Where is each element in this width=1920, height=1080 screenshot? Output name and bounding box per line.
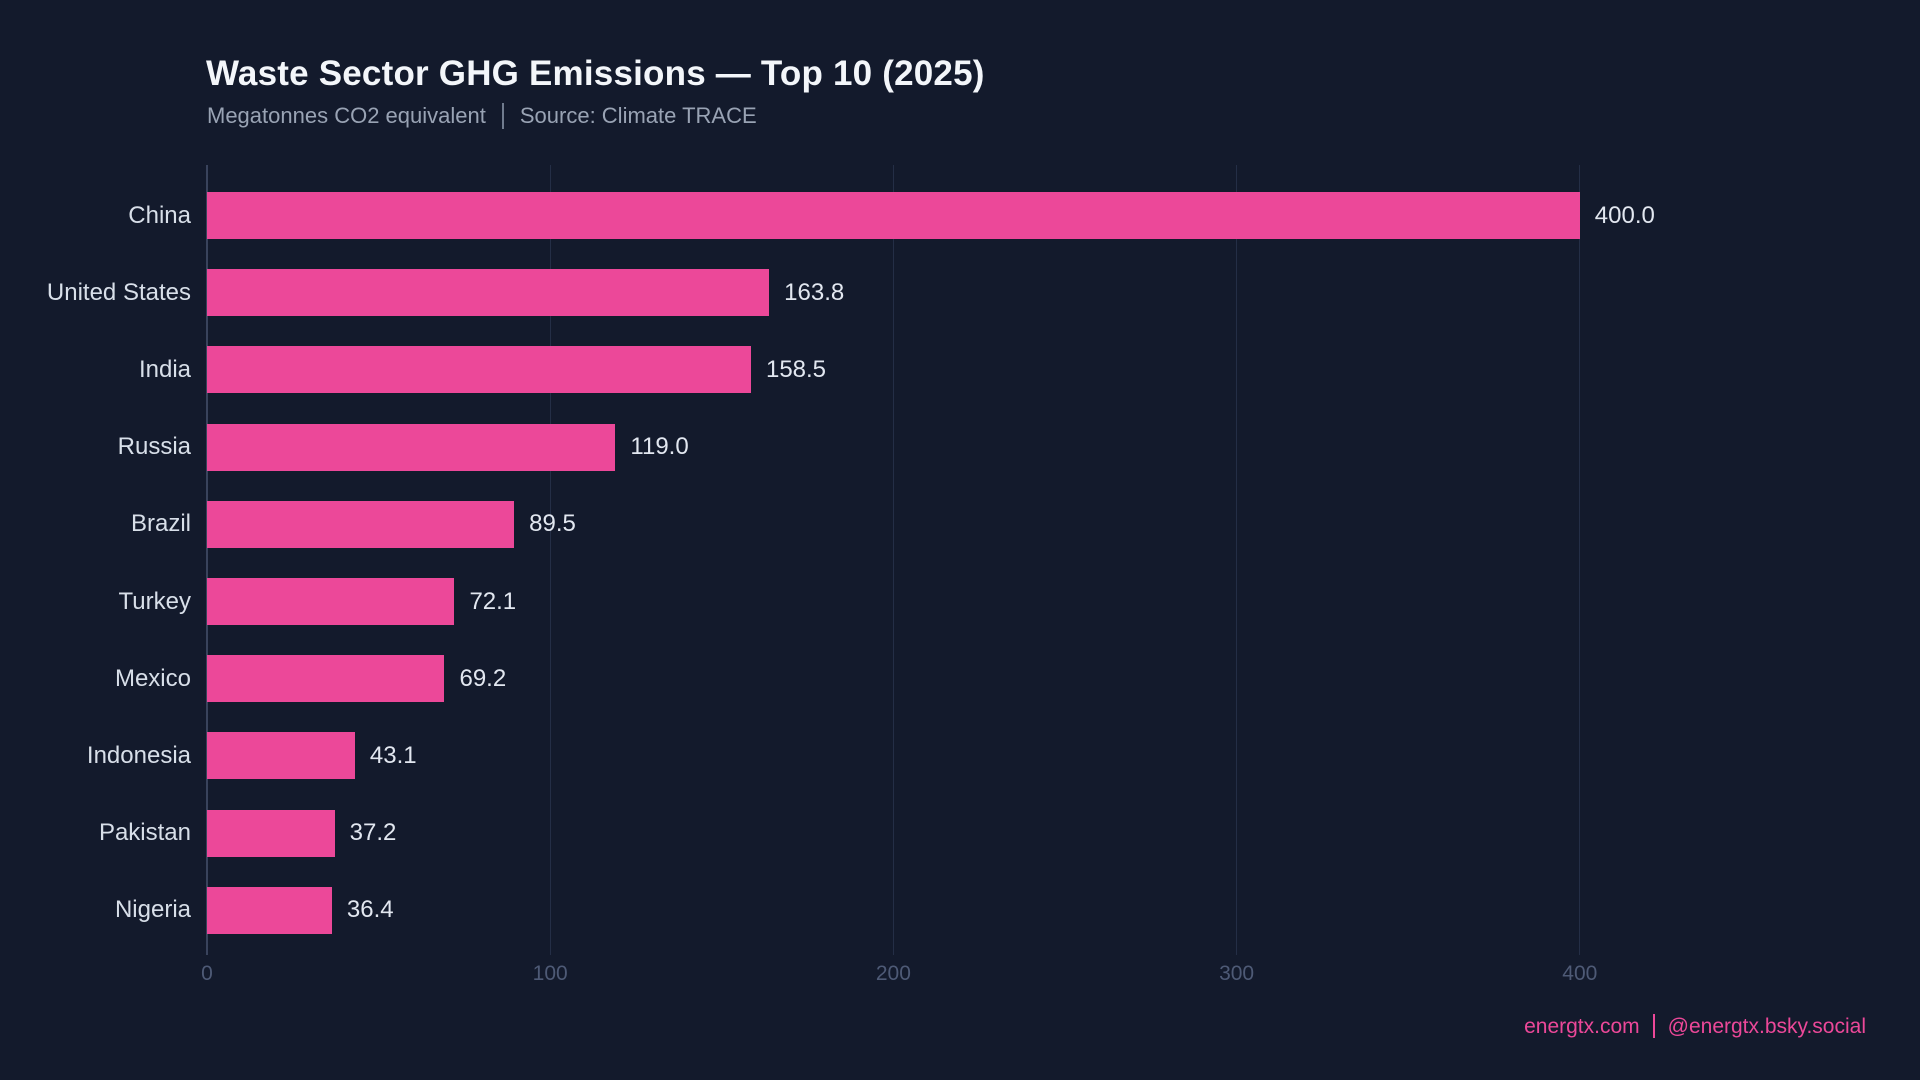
bar-india	[207, 346, 751, 394]
x-tick-label-0: 0	[201, 962, 213, 985]
subtitle-units: Megatonnes CO2 equivalent	[207, 103, 486, 128]
category-label-turkey: Turkey	[118, 587, 191, 615]
value-label-mexico: 69.2	[459, 664, 507, 692]
bar-united-states	[207, 269, 770, 317]
category-label-united-states: United States	[46, 278, 191, 306]
bar-russia	[207, 423, 616, 471]
category-label-brazil: Brazil	[130, 510, 191, 538]
bar-indonesia	[207, 732, 355, 780]
category-label-china: China	[128, 201, 191, 229]
x-tick-label-200: 200	[875, 962, 911, 985]
value-label-united-states: 163.8	[784, 278, 845, 306]
subtitle-source: Source: Climate TRACE	[519, 103, 757, 128]
category-label-indonesia: Indonesia	[86, 741, 191, 769]
bar-brazil	[207, 500, 515, 548]
footer: energtx.com @energtx.bsky.social	[1524, 1014, 1866, 1039]
bar-turkey	[207, 578, 455, 625]
bar-nigeria	[207, 886, 332, 934]
gridline-400	[1579, 165, 1581, 955]
value-label-russia: 119.0	[630, 433, 689, 461]
value-label-turkey: 72.1	[469, 587, 517, 615]
footer-handle: @energtx.bsky.social	[1667, 1015, 1866, 1038]
category-label-russia: Russia	[117, 433, 191, 461]
bar-pakistan	[207, 809, 335, 857]
chart-subtitle: Megatonnes CO2 equivalent Source: Climate…	[207, 103, 757, 129]
x-tick-label-300: 300	[1219, 962, 1255, 985]
chart-title: Waste Sector GHG Emissions — Top 10 (202…	[206, 54, 985, 93]
bar-china	[207, 192, 1580, 239]
value-label-brazil: 89.5	[529, 510, 576, 538]
footer-site: energtx.com	[1524, 1015, 1640, 1038]
category-label-india: India	[138, 355, 191, 383]
gridline-0	[206, 165, 208, 955]
value-label-india: 158.5	[765, 355, 827, 383]
gridline-300	[1236, 165, 1238, 955]
category-label-mexico: Mexico	[114, 664, 191, 692]
x-tick-label-100: 100	[532, 962, 568, 985]
value-label-china: 400.0	[1594, 201, 1655, 229]
value-label-pakistan: 37.2	[349, 819, 397, 847]
footer-separator-bar	[1652, 1014, 1655, 1038]
subtitle-separator-bar	[501, 103, 504, 129]
bar-mexico	[207, 655, 445, 703]
category-label-pakistan: Pakistan	[98, 819, 191, 847]
x-tick-label-400: 400	[1562, 962, 1598, 985]
value-label-indonesia: 43.1	[369, 741, 417, 769]
gridline-100	[549, 165, 551, 955]
category-label-nigeria: Nigeria	[114, 896, 191, 924]
value-label-nigeria: 36.4	[346, 896, 394, 924]
gridline-200	[892, 165, 894, 955]
